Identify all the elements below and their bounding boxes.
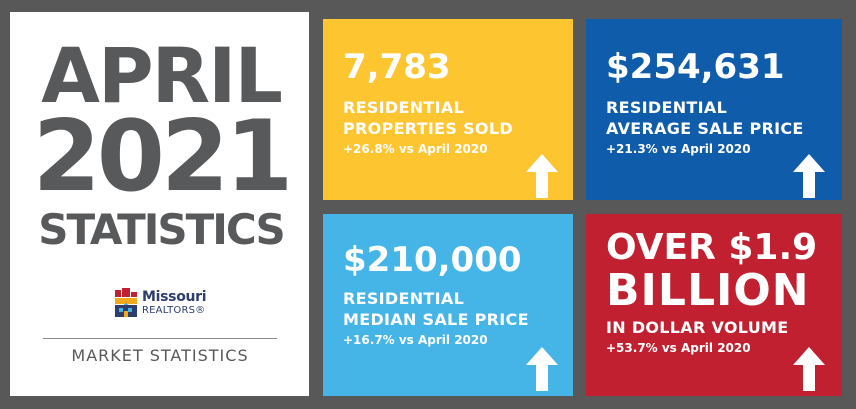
stat-card-dollar-volume: OVER $1.9 BILLION IN DOLLAR VOLUME +53.7… [586,214,842,396]
title-panel: APRIL 2021 STATISTICS Missouri REALTORS®… [10,12,309,396]
logo-name: Missouri [142,289,207,305]
up-arrow-icon [793,154,825,198]
stat-card-properties-sold: 7,783 RESIDENTIAL PROPERTIES SOLD +26.8%… [323,19,573,200]
up-arrow-icon [526,154,558,198]
stat-value: $210,000 [343,240,522,280]
stat-label-line-2: PROPERTIES SOLD [343,119,513,138]
logo-sub: REALTORS® [142,305,206,316]
market-statistics-label: MARKET STATISTICS [71,346,249,365]
up-arrow-icon [793,347,825,391]
stat-change: +53.7% vs April 2020 [606,341,751,355]
stat-label-line-1: RESIDENTIAL [343,289,465,308]
divider [43,338,277,339]
missouri-realtors-logo: Missouri REALTORS® [114,286,234,322]
stat-value-line-2: BILLION [606,265,810,316]
stat-label-line-1: RESIDENTIAL [343,98,465,117]
stat-value: 7,783 [343,47,451,87]
stat-value-line-1: OVER $1.9 [606,227,818,268]
stat-label-line-2: MEDIAN SALE PRICE [343,310,529,329]
stat-label-line-1: IN DOLLAR VOLUME [606,318,789,337]
headline-year: 2021 [32,100,294,214]
headline-month: APRIL [41,31,283,120]
up-arrow-icon [526,347,558,391]
stat-card-average-sale-price: $254,631 RESIDENTIAL AVERAGE SALE PRICE … [586,19,842,200]
logo-house-icon [115,288,137,317]
stat-change: +16.7% vs April 2020 [343,333,488,347]
stat-label-line-1: RESIDENTIAL [606,98,728,117]
stat-label-line-2: AVERAGE SALE PRICE [606,119,804,138]
stat-card-median-sale-price: $210,000 RESIDENTIAL MEDIAN SALE PRICE +… [323,214,573,396]
headline-subtitle: STATISTICS [38,205,286,254]
stat-change: +21.3% vs April 2020 [606,142,751,156]
stat-change: +26.8% vs April 2020 [343,142,488,156]
stat-value: $254,631 [606,47,785,87]
